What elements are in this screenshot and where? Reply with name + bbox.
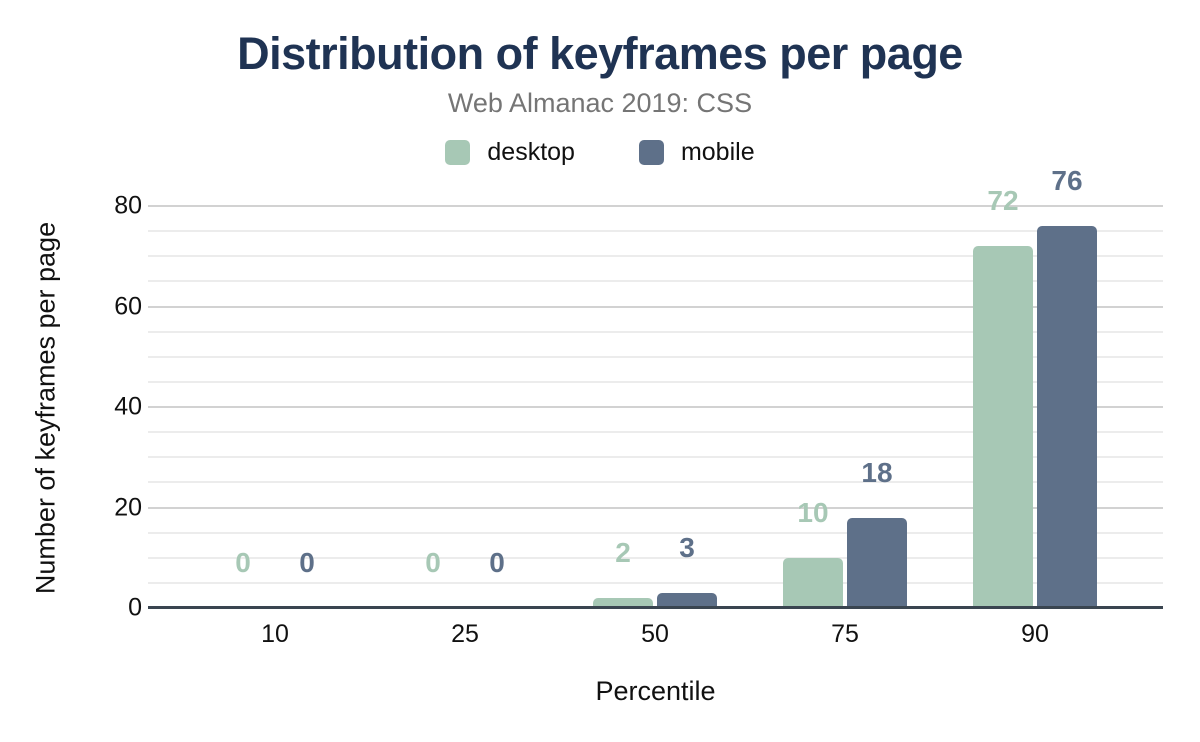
legend-swatch-mobile — [638, 140, 664, 165]
bar-value-label-mobile-p50: 3 — [679, 531, 695, 563]
plot-area: 0 0 0 0 2 3 10 18 72 76 — [148, 167, 1163, 608]
minor-gridline — [148, 355, 1163, 358]
y-tick-label-40: 40 — [114, 392, 142, 421]
x-tick-label-10: 10 — [261, 620, 289, 648]
bar-value-label-desktop-p75: 10 — [797, 496, 829, 528]
minor-gridline — [148, 481, 1163, 484]
y-tick-label-80: 80 — [114, 191, 142, 220]
bar-desktop-p50 — [593, 597, 653, 608]
legend: desktop mobile — [0, 138, 1200, 167]
x-tick-label-75: 75 — [831, 620, 859, 648]
major-gridline — [148, 506, 1163, 509]
bar-value-label-desktop-p90: 72 — [987, 185, 1019, 217]
minor-gridline — [148, 531, 1163, 534]
bar-value-label-desktop-p25: 0 — [425, 547, 441, 578]
minor-gridline — [148, 581, 1163, 584]
y-tick-label-0: 0 — [128, 593, 142, 622]
y-tick-label-20: 20 — [114, 493, 142, 521]
x-tick-label-50: 50 — [641, 620, 669, 648]
bar-desktop-p90 — [973, 246, 1033, 608]
x-axis-line — [148, 606, 1163, 609]
minor-gridline — [148, 280, 1163, 283]
bar-value-label-mobile-p25: 0 — [489, 547, 505, 578]
minor-gridline — [148, 330, 1163, 333]
bar-mobile-p50 — [657, 592, 717, 608]
chart-title: Distribution of keyframes per page — [237, 28, 963, 79]
y-axis-title: Number of keyframes per page — [30, 221, 61, 595]
bar-mobile-p90 — [1037, 226, 1097, 608]
minor-gridline — [148, 431, 1163, 434]
major-gridline — [148, 406, 1163, 408]
minor-gridline — [148, 255, 1163, 258]
legend-swatch-desktop — [445, 140, 471, 165]
legend-label-desktop: desktop — [487, 138, 575, 166]
bar-value-label-desktop-p10: 0 — [235, 547, 251, 578]
minor-gridline — [148, 230, 1163, 233]
legend-label-mobile: mobile — [680, 138, 755, 166]
minor-gridline — [148, 556, 1163, 559]
bar-desktop-p75 — [783, 557, 843, 608]
legend-item-mobile: mobile — [638, 138, 755, 167]
x-axis-title: Percentile — [595, 676, 716, 706]
x-tick-label-25: 25 — [451, 620, 479, 648]
bar-mobile-p75 — [847, 517, 907, 608]
major-gridline — [148, 305, 1163, 308]
bar-value-label-mobile-p75: 18 — [861, 456, 893, 488]
bar-value-label-desktop-p50: 2 — [615, 537, 631, 568]
minor-gridline — [148, 456, 1163, 459]
chart-subtitle: Web Almanac 2019: CSS — [447, 88, 753, 118]
major-gridline — [148, 205, 1163, 207]
minor-gridline — [148, 380, 1163, 383]
y-tick-label-60: 60 — [114, 292, 142, 320]
x-tick-label-90: 90 — [1021, 620, 1049, 648]
bar-value-label-mobile-p10: 0 — [299, 547, 315, 578]
bar-value-label-mobile-p90: 76 — [1051, 165, 1083, 197]
legend-item-desktop: desktop — [445, 138, 575, 167]
